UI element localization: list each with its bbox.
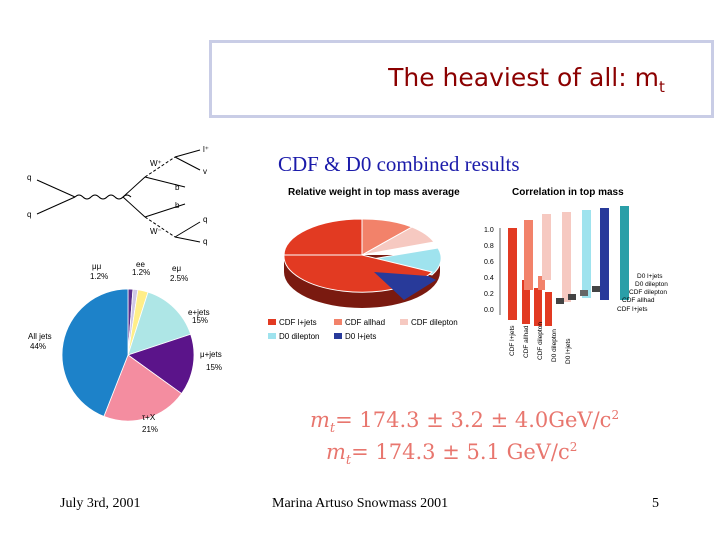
pie-slice: [61, 288, 129, 417]
footer-author: Marina Artuso Snowmass 2001: [272, 496, 449, 511]
corr-bottom-label: D0 l+jets: [565, 338, 572, 364]
footer-date: July 3rd, 2001: [60, 496, 141, 511]
footer-page-number: 5: [652, 496, 659, 511]
corr-bottom-label: CDF allhad: [523, 325, 530, 358]
feynman-label: q: [27, 173, 31, 182]
formula-line-2: mt= 174.3 ± 5.1 GeV/c2: [326, 440, 577, 468]
title-box: The heaviest of all: mt: [209, 40, 714, 118]
corr-ytick: 0.2: [484, 291, 494, 298]
formula-subscript: t: [345, 453, 352, 469]
pie-label-emu: eμ: [172, 264, 181, 273]
formula-subscript: t: [329, 421, 336, 437]
corr-right-label: D0 dilepton: [635, 281, 668, 288]
formula-value: = 174.3 ± 3.2 ± 4.0GeV/c: [335, 408, 612, 432]
formula-symbol: m: [326, 440, 346, 464]
corr-right-label: CDF allhad: [622, 297, 655, 304]
pie-slice: [127, 333, 195, 395]
pie-pct-mujets: 15%: [206, 363, 222, 372]
pie-pct-alljets: 44%: [30, 342, 46, 351]
pie-slice: [103, 354, 183, 422]
slide-subtitle: CDF & D0 combined results: [278, 152, 520, 176]
feynman-label: l⁺: [203, 145, 209, 154]
corr-ytick: 0.8: [484, 243, 494, 250]
relative-weight-title: Relative weight in top mass average: [288, 187, 460, 198]
feynman-label: v: [203, 167, 207, 176]
pie-label-mumu: μμ: [92, 262, 102, 271]
legend-swatch: [400, 319, 408, 325]
corr-right-label: CDF dilepton: [629, 289, 667, 296]
corr-ytick: 1.0: [484, 227, 494, 234]
legend-label: CDF l+jets: [279, 318, 317, 327]
pie-label-mujets: μ+jets: [200, 350, 222, 359]
pie-label-alljets: All jets: [28, 332, 52, 341]
formula-symbol: m: [310, 408, 330, 432]
legend-label: D0 dilepton: [279, 332, 319, 340]
corr-ytick: 0.4: [484, 275, 494, 282]
corr-bottom-label: CDF l+jets: [509, 325, 516, 356]
legend-swatch: [334, 319, 342, 325]
corr-ytick: 0.0: [484, 307, 494, 314]
pie-label-ejets: e+jets: [188, 308, 210, 317]
correlation-chart: Correlation in top mass 1.0 0.8 0.6 0.4 …: [484, 187, 668, 364]
legend-label: CDF allhad: [345, 318, 385, 327]
feynman-label: b: [175, 201, 180, 210]
relative-weight-chart: Relative weight in top mass average CDF …: [268, 187, 460, 340]
pie-label-taux: τ+X: [142, 413, 156, 422]
slide-title: The heaviest of all: mt: [212, 63, 711, 96]
corr-ytick: 0.6: [484, 259, 494, 266]
feynman-label: W⁺: [150, 159, 162, 168]
relative-weight-pie: [283, 218, 442, 300]
feynman-label: b: [175, 183, 180, 192]
legend-swatch: [268, 319, 276, 325]
pie-pct-ee: 1.2%: [132, 268, 150, 277]
feynman-diagram: l⁺ W⁺ q v b b q q W⁻ q: [27, 145, 209, 246]
pie-pct-mumu: 1.2%: [90, 272, 108, 281]
feynman-label: q: [203, 215, 207, 224]
feynman-label: W⁻: [150, 227, 162, 236]
formula-line-1: mt= 174.3 ± 3.2 ± 4.0GeV/c2: [310, 408, 619, 436]
corr-bottom-label: CDF dilepton: [537, 322, 544, 360]
correlation-bars: [508, 206, 629, 326]
corr-right-label: CDF l+jets: [617, 306, 648, 313]
formula-superscript: 2: [569, 440, 578, 454]
corr-bottom-label: D0 dilepton: [551, 329, 558, 362]
pie-pct-emu: 2.5%: [170, 274, 188, 283]
feynman-label: q: [27, 210, 31, 219]
formula-superscript: 2: [611, 408, 620, 422]
correlation-title: Correlation in top mass: [512, 187, 624, 198]
pie-pct-ejets: 15%: [192, 316, 208, 325]
slide-title-subscript: t: [658, 78, 665, 96]
pie-label-ee: ee: [136, 260, 145, 269]
formula-value: = 174.3 ± 5.1 GeV/c: [351, 440, 570, 464]
feynman-label: q: [203, 237, 207, 246]
legend-swatch: [268, 333, 276, 339]
legend-label: CDF dilepton: [411, 318, 458, 327]
pie-pct-taux: 21%: [142, 425, 158, 434]
decay-pie-chart: μμ 1.2% ee 1.2% eμ 2.5% e+jets 15% μ+jet…: [28, 260, 222, 434]
legend-swatch: [334, 333, 342, 339]
corr-right-label: D0 l+jets: [637, 273, 663, 280]
legend-label: D0 l+jets: [345, 332, 376, 340]
slide-title-text: The heaviest of all: m: [388, 63, 659, 92]
